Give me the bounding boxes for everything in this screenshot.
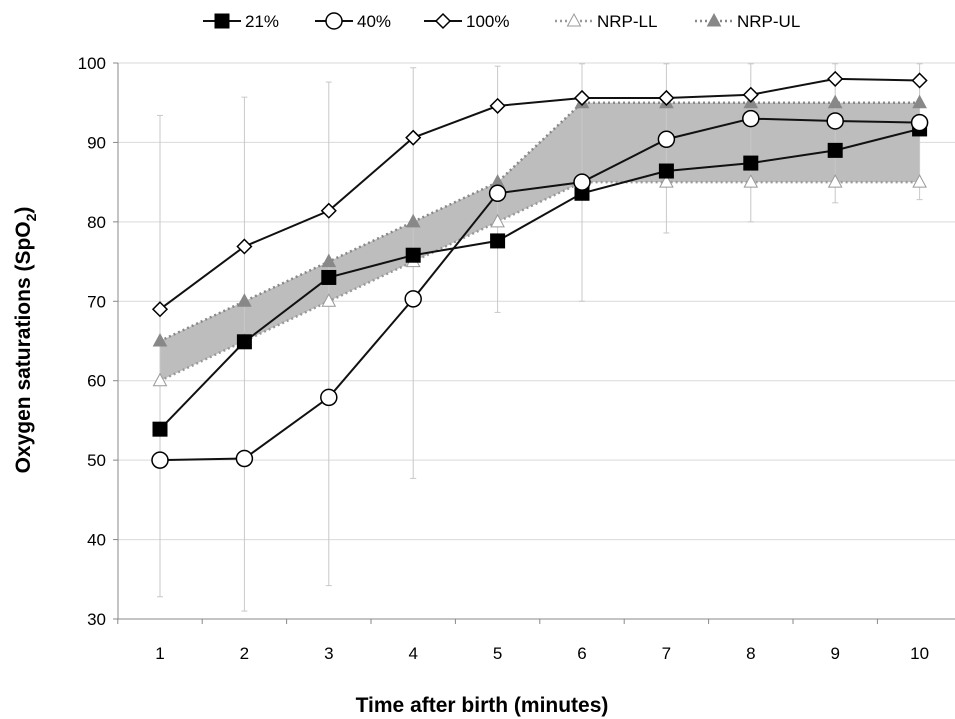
series-line-40pct — [159, 117, 920, 462]
legend-item-nrp-ll: NRP-LL — [555, 12, 657, 31]
y-tick-label: 50 — [87, 451, 106, 470]
y-axis-title-close: ) — [12, 207, 35, 214]
data-point-100pct — [236, 238, 253, 255]
data-point-nrp-ul — [321, 253, 337, 268]
data-point-nrp-ul — [912, 94, 927, 109]
x-tick-label: 4 — [408, 644, 417, 663]
data-point-100pct — [911, 72, 928, 89]
data-point-40pct — [826, 112, 844, 130]
series-lines — [151, 70, 929, 469]
y-axis-title-main: Oxygen saturations (SpO — [12, 221, 35, 473]
y-axis-title-subscript: 2 — [23, 213, 39, 221]
data-point-40pct — [657, 130, 676, 149]
y-tick-label: 70 — [87, 292, 106, 311]
series-line-21pct — [159, 127, 920, 430]
x-tick-label: 8 — [746, 644, 755, 663]
legend-label: NRP-LL — [597, 12, 657, 31]
legend-swatch-marker — [325, 12, 343, 30]
data-point-nrp-ll — [152, 372, 168, 387]
x-tick-label: 7 — [662, 644, 671, 663]
data-point-100pct — [573, 89, 591, 107]
tick-labels: 30 40 50 60 70 80 90 100 1 2 3 4 5 6 7 8 9 10 — [78, 54, 929, 663]
data-point-21pct — [743, 155, 759, 171]
data-point-40pct — [320, 388, 338, 407]
nrp-target-band — [160, 102, 920, 381]
data-point-100pct — [320, 202, 337, 219]
data-point-nrp-ul — [827, 94, 843, 109]
data-point-21pct — [490, 233, 506, 249]
x-tick-label: 9 — [830, 644, 839, 663]
legend-item-100pct: 100% — [424, 12, 509, 31]
data-point-21pct — [827, 142, 843, 158]
data-point-40pct — [235, 449, 254, 468]
data-point-21pct — [321, 269, 337, 285]
data-point-nrp-ll — [743, 174, 759, 188]
legend-label: 21% — [245, 12, 279, 31]
data-point-21pct — [658, 163, 674, 179]
data-point-100pct — [658, 89, 675, 107]
series-line-nrp-ul — [159, 101, 920, 343]
data-point-nrp-ll — [912, 174, 927, 188]
legend: 21% 40% 100% NRP-LL NRP-UL — [203, 12, 800, 31]
data-point-40pct — [742, 109, 760, 128]
legend-swatch-marker — [214, 13, 230, 29]
x-axis-title: Time after birth (minutes) — [356, 694, 609, 717]
series-line-100pct — [159, 77, 920, 311]
y-tick-label: 40 — [87, 531, 106, 550]
nrp-band-area — [160, 102, 920, 381]
legend-label: 100% — [466, 12, 509, 31]
axes — [113, 62, 955, 624]
data-point-nrp-ll — [659, 174, 674, 188]
y-tick-label: 60 — [87, 372, 106, 391]
data-point-21pct — [405, 247, 421, 263]
x-tick-label: 2 — [240, 644, 249, 663]
data-point-40pct — [573, 173, 591, 191]
data-point-21pct — [236, 334, 252, 350]
data-point-40pct — [151, 451, 169, 469]
x-tick-label: 1 — [155, 644, 164, 663]
y-tick-label: 100 — [78, 54, 106, 73]
y-tick-label: 30 — [87, 610, 106, 629]
data-point-100pct — [151, 301, 169, 318]
data-point-100pct — [489, 97, 506, 114]
y-tick-label: 80 — [87, 213, 106, 232]
y-tick-label: 90 — [87, 133, 106, 152]
legend-swatch-marker — [566, 12, 582, 27]
data-point-nrp-ll — [827, 174, 843, 188]
data-point-21pct — [152, 421, 168, 437]
legend-item-21pct: 21% — [203, 12, 279, 31]
x-tick-label: 6 — [577, 644, 586, 663]
series-line-nrp-ll — [159, 180, 920, 382]
data-point-nrp-ll — [490, 213, 505, 228]
data-point-nrp-ul — [152, 332, 168, 347]
data-point-nrp-ll — [321, 293, 337, 307]
data-point-40pct — [404, 290, 422, 308]
data-point-40pct — [488, 184, 507, 203]
data-point-100pct — [827, 70, 844, 87]
legend-swatch-marker — [706, 12, 722, 27]
x-tick-label: 5 — [493, 644, 502, 663]
x-tick-label: 10 — [910, 644, 929, 663]
legend-label: 40% — [357, 12, 391, 31]
legend-item-nrp-ul: NRP-UL — [695, 12, 800, 31]
data-point-nrp-ul — [405, 213, 421, 228]
data-point-nrp-ul — [237, 293, 252, 307]
y-axis-title: Oxygen saturations (SpO2) — [12, 207, 39, 474]
x-tick-label: 3 — [324, 644, 333, 663]
data-point-100pct — [742, 86, 759, 103]
data-point-40pct — [910, 113, 929, 132]
legend-label: NRP-UL — [737, 12, 800, 31]
data-point-100pct — [405, 129, 422, 146]
legend-swatch-marker — [434, 12, 452, 30]
legend-item-40pct: 40% — [315, 12, 391, 31]
